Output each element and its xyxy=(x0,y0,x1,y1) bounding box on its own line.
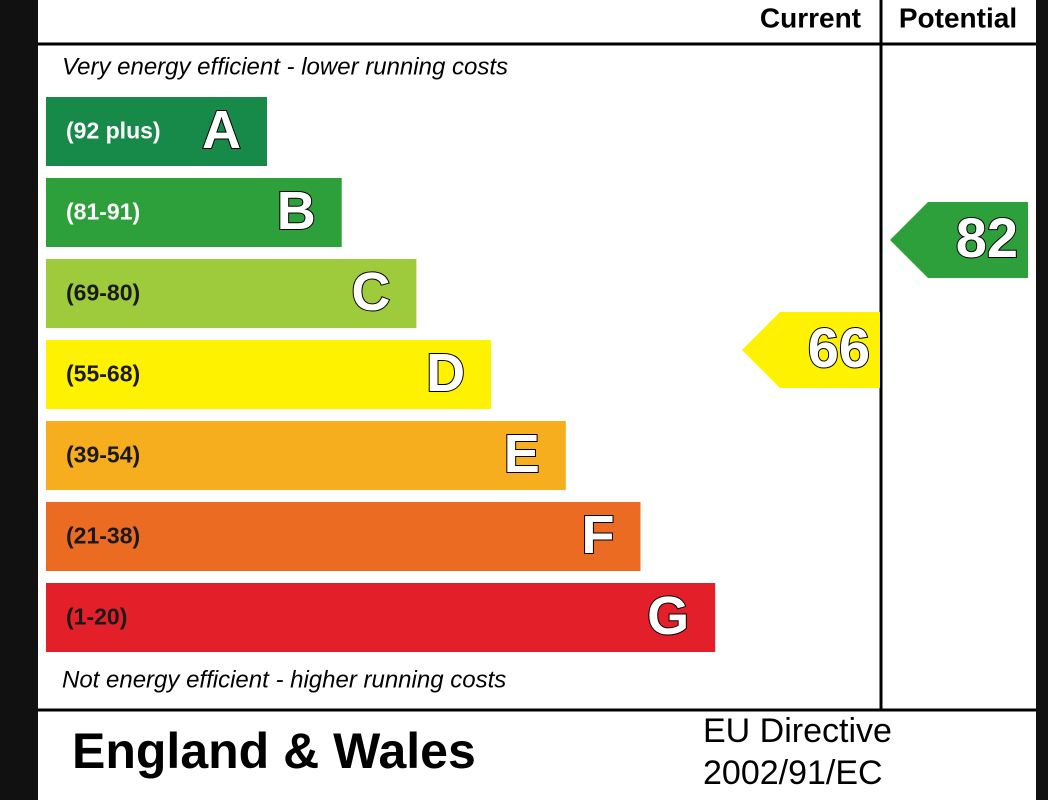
band-range: (21-38) xyxy=(66,523,140,549)
rating-arrow xyxy=(742,312,880,388)
band-letter: E xyxy=(504,424,540,484)
bottom-note: Not energy efficient - higher running co… xyxy=(62,666,506,693)
region: England & Wales xyxy=(72,723,476,779)
rating-value: 82 xyxy=(956,206,1018,269)
band-bar xyxy=(46,97,267,166)
band-letter: F xyxy=(582,505,615,565)
band-letter: D xyxy=(426,343,465,403)
current-header: Current xyxy=(760,2,861,33)
top-note: Very energy efficient - lower running co… xyxy=(62,53,508,80)
band-bar xyxy=(46,178,342,247)
band-letter: A xyxy=(202,100,241,160)
band-range: (55-68) xyxy=(66,361,140,387)
band-bar xyxy=(46,340,492,409)
band-range: (1-20) xyxy=(66,604,127,630)
band-bar xyxy=(46,259,417,328)
rating-value: 66 xyxy=(808,316,870,379)
band-letter: C xyxy=(351,262,390,322)
band-range: (92 plus) xyxy=(66,118,161,144)
band-range: (39-54) xyxy=(66,442,140,468)
directive: EU Directive xyxy=(703,712,892,750)
band-letter: B xyxy=(277,181,316,241)
band-range: (69-80) xyxy=(66,280,140,306)
potential-header: Potential xyxy=(899,2,1017,33)
band-bar xyxy=(46,583,716,652)
rating-arrow xyxy=(890,202,1028,278)
band-letter: G xyxy=(647,586,689,646)
band-bar xyxy=(46,421,566,490)
band-range: (81-91) xyxy=(66,199,140,225)
directive-code: 2002/91/EC xyxy=(703,754,883,792)
band-bar xyxy=(46,502,641,571)
